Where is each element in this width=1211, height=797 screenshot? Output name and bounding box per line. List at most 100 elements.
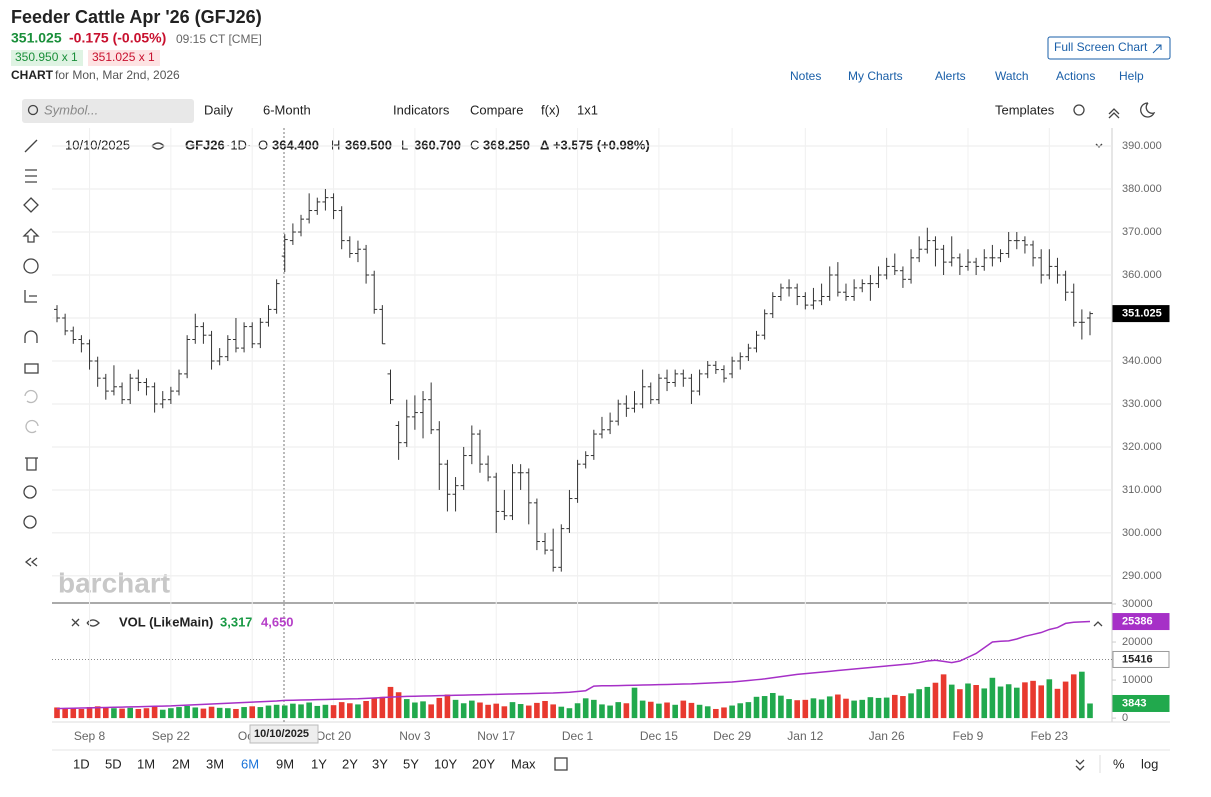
range-button[interactable]: 20Y (472, 756, 495, 771)
toolbar-item[interactable]: 1x1 (577, 102, 598, 117)
range-button[interactable]: 1M (137, 756, 155, 771)
avg-tag: 25386 (1122, 615, 1153, 627)
volume-bar (469, 700, 475, 719)
nav-link[interactable]: Watch (995, 69, 1029, 83)
volume-bar (436, 697, 443, 719)
arrow-tool[interactable] (22, 228, 40, 243)
volume-bar (306, 702, 312, 719)
symbol-input[interactable] (22, 99, 194, 123)
shape-tool[interactable] (23, 197, 39, 213)
volume-bar (794, 700, 800, 719)
volume-bar (688, 702, 695, 719)
volume-bar (802, 699, 809, 719)
close-icon[interactable] (71, 618, 80, 627)
range-button[interactable]: 2M (172, 756, 190, 771)
volume-bar (387, 686, 394, 719)
expand-icon[interactable] (1075, 759, 1085, 771)
magnet-tool[interactable] (24, 330, 38, 343)
toolbar-item[interactable]: 6-Month (263, 102, 311, 117)
full-screen-label[interactable]: Full Screen Chart (1054, 40, 1148, 54)
volume-bar (786, 699, 792, 719)
volume-bar (721, 707, 727, 719)
toolbar-item[interactable]: Compare (470, 102, 523, 117)
volume-bar (891, 694, 898, 719)
volume-bar (273, 704, 280, 719)
volume-bar (103, 707, 109, 719)
range-button[interactable]: 3M (206, 756, 224, 771)
toolbar-item[interactable]: Daily (204, 102, 233, 117)
range-button[interactable]: Max (511, 756, 536, 771)
volume-bar (631, 687, 638, 719)
volume-bar (574, 703, 581, 719)
range-button[interactable]: 10Y (434, 756, 457, 771)
chart-date: for Mon, Mar 2nd, 2026 (55, 68, 180, 82)
range-button[interactable]: 3Y (372, 756, 388, 771)
nav-link[interactable]: Actions (1056, 69, 1095, 83)
y-tick-label: 310.000 (1122, 484, 1162, 496)
zoom-out-tool[interactable] (23, 515, 37, 529)
templates[interactable]: Templates (995, 102, 1055, 117)
volume-bar (566, 708, 573, 719)
line-tool[interactable] (24, 139, 38, 153)
collapse-tools[interactable] (24, 557, 38, 567)
range-button[interactable]: 1Y (311, 756, 327, 771)
legend-field: 368.250 (483, 137, 530, 152)
footer-option[interactable]: % (1113, 756, 1125, 771)
nav-link[interactable]: Alerts (935, 69, 966, 83)
nav-link[interactable]: My Charts (848, 69, 903, 83)
calendar-icon[interactable] (554, 757, 568, 771)
volume-bar (403, 699, 410, 719)
volume-bar (1062, 681, 1069, 719)
full-screen-button[interactable] (1047, 36, 1171, 60)
volume-bar (582, 698, 589, 719)
legend-field: 360.700 (414, 137, 461, 152)
range-button[interactable]: 5Y (403, 756, 419, 771)
undo-tool[interactable] (24, 389, 38, 404)
eye-icon[interactable] (86, 619, 100, 627)
zoom-in-tool[interactable] (23, 485, 37, 499)
x-tick-label: Dec 15 (640, 729, 678, 743)
measure-tool[interactable] (24, 290, 37, 303)
range-button[interactable]: 1D (73, 756, 90, 771)
range-button[interactable]: 5D (105, 756, 122, 771)
legend-field: 364.400 (272, 137, 319, 152)
redo-tool[interactable] (25, 419, 39, 434)
volume-bar (119, 708, 125, 719)
toolbar-item[interactable]: Indicators (393, 102, 450, 117)
annotation-tool[interactable] (23, 258, 39, 274)
volume-bar (298, 704, 304, 719)
fib-tool[interactable] (25, 169, 37, 183)
theme-icon[interactable] (1140, 102, 1156, 118)
chart-label: CHART (11, 68, 54, 82)
footer-option[interactable]: log (1141, 756, 1158, 771)
volume-bar (477, 702, 483, 719)
volume-bar (159, 709, 166, 719)
volume-bar (753, 696, 760, 719)
range-button[interactable]: 6M (241, 756, 259, 771)
volume-bar (826, 696, 833, 719)
volume-bar (1079, 671, 1085, 719)
volume-bar (241, 707, 247, 719)
delete-tool[interactable] (25, 457, 38, 471)
volume-bar (607, 705, 613, 719)
lock-tool[interactable] (24, 363, 39, 374)
volume-bar (485, 704, 491, 719)
volume-bar (591, 699, 597, 719)
range-button[interactable]: 9M (276, 756, 294, 771)
volume-bar (859, 699, 866, 719)
legend-field: C (470, 137, 479, 152)
toolbar-item[interactable]: f(x) (541, 102, 560, 117)
collapse-icon[interactable] (1108, 108, 1120, 119)
volume-bar (143, 708, 150, 719)
settings-icon[interactable] (1073, 104, 1085, 116)
pane-collapse[interactable] (1093, 621, 1103, 627)
nav-link[interactable]: Help (1119, 69, 1144, 83)
arrow-icon (1152, 44, 1162, 54)
range-button[interactable]: 2Y (342, 756, 358, 771)
volume-bar (86, 707, 93, 719)
pane-menu[interactable] (1095, 143, 1103, 148)
nav-link[interactable]: Notes (790, 69, 821, 83)
x-tick-label: Nov 3 (399, 729, 431, 743)
y-tick-label: 380.000 (1122, 183, 1162, 195)
watermark: barchart (58, 567, 170, 598)
